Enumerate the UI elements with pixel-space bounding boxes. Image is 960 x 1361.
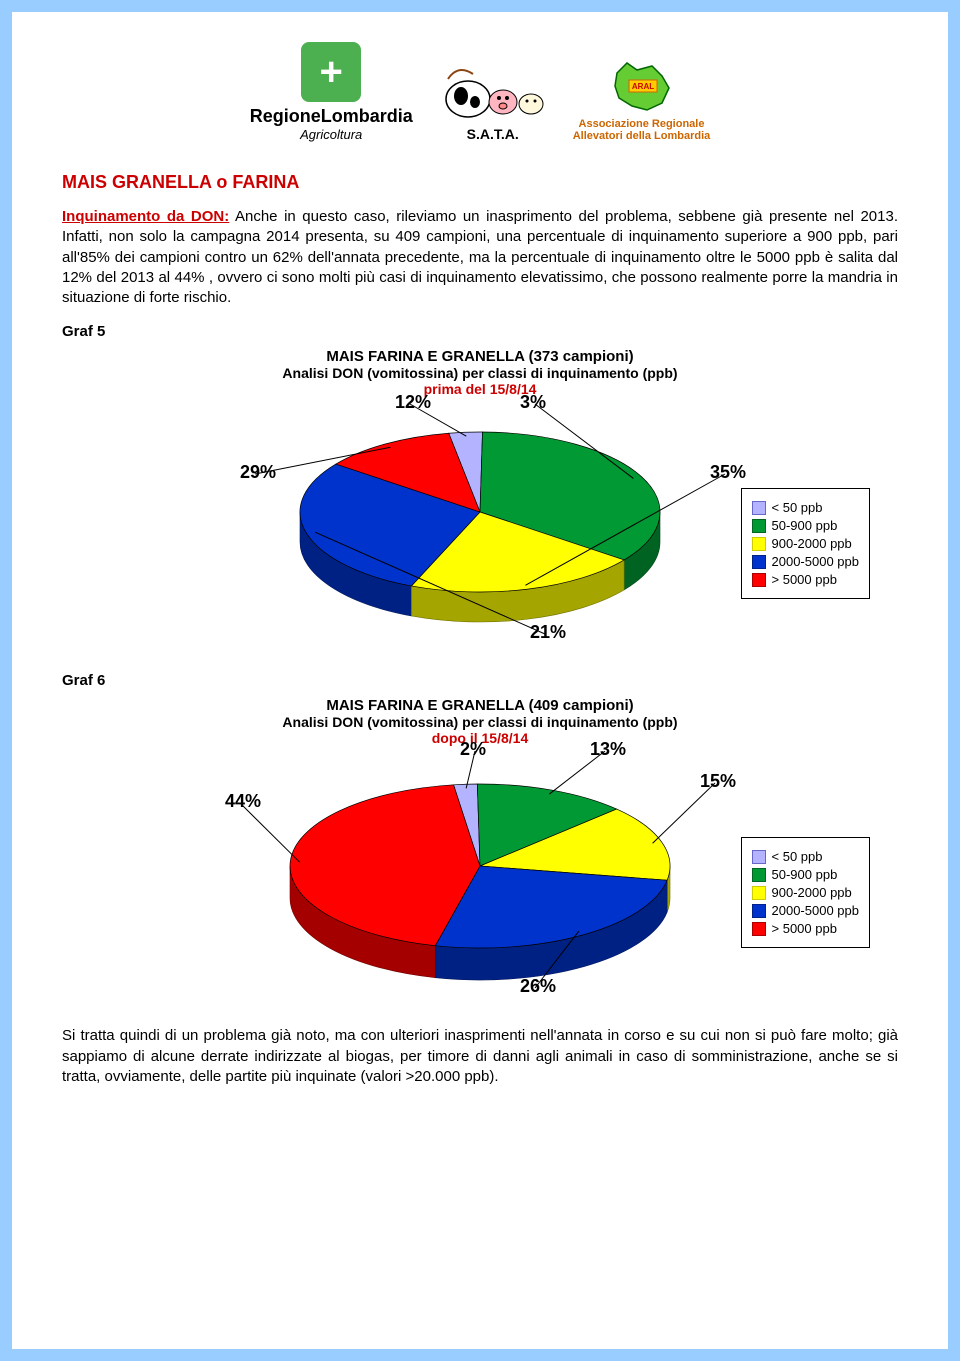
pie-slice-label: 26% — [520, 976, 556, 997]
intro-lead: Inquinamento da DON: — [62, 208, 229, 225]
section-title: MAIS GRANELLA o FARINA — [62, 172, 898, 193]
legend-swatch — [752, 922, 766, 936]
legend-label: 900-2000 ppb — [772, 536, 852, 551]
pie-slice-label: 44% — [225, 791, 261, 812]
legend-swatch — [752, 501, 766, 515]
legend-item: 50-900 ppb — [752, 867, 859, 882]
pie-slice-label: 15% — [700, 771, 736, 792]
legend-swatch — [752, 519, 766, 533]
legend-label: 50-900 ppb — [772, 867, 838, 882]
legend-item: > 5000 ppb — [752, 572, 859, 587]
legend-label: 50-900 ppb — [772, 518, 838, 533]
pie-slice-label: 13% — [590, 739, 626, 760]
graf6-label: Graf 6 — [62, 672, 898, 689]
page-container: + RegioneLombardia Agricoltura S.A.T.A. — [12, 12, 948, 1349]
chart5-container: MAIS FARINA E GRANELLA (373 campioni) An… — [100, 348, 860, 652]
chart6-pie-area: 2%13%15%26%44% — [220, 751, 740, 1006]
regione-sub: Agricoltura — [300, 127, 362, 142]
legend-label: > 5000 ppb — [772, 921, 837, 936]
pie-slice-label: 12% — [395, 392, 431, 413]
pie-slice-label: 29% — [240, 462, 276, 483]
legend-swatch — [752, 904, 766, 918]
logo-sata: S.A.T.A. — [433, 54, 553, 142]
legend-item: 900-2000 ppb — [752, 885, 859, 900]
legend-swatch — [752, 868, 766, 882]
chart6-title: MAIS FARINA E GRANELLA (409 campioni) — [100, 697, 860, 714]
pie-slice-label: 21% — [530, 622, 566, 643]
chart5-legend: < 50 ppb 50-900 ppb 900-2000 ppb 2000-5000 … — [741, 488, 870, 599]
legend-label: > 5000 ppb — [772, 572, 837, 587]
legend-item: 2000-5000 ppb — [752, 903, 859, 918]
chart6-subtitle: Analisi DON (vomitossina) per classi di … — [100, 714, 860, 730]
header-logos: + RegioneLombardia Agricoltura S.A.T.A. — [62, 42, 898, 142]
plus-icon: + — [301, 42, 361, 102]
logo-aral: ARAL Associazione Regionale Allevatori d… — [573, 58, 711, 142]
legend-swatch — [752, 886, 766, 900]
legend-item: 2000-5000 ppb — [752, 554, 859, 569]
legend-label: < 50 ppb — [772, 849, 823, 864]
chart5-title: MAIS FARINA E GRANELLA (373 campioni) — [100, 348, 860, 365]
chart6-pie — [220, 751, 740, 1001]
legend-swatch — [752, 573, 766, 587]
chart5-pie-area: 12%3%35%21%29% — [220, 402, 740, 652]
legend-swatch — [752, 850, 766, 864]
legend-label: 900-2000 ppb — [772, 885, 852, 900]
aral-line2: Allevatori della Lombardia — [573, 130, 711, 142]
pie-slice-label: 3% — [520, 392, 546, 413]
legend-item: > 5000 ppb — [752, 921, 859, 936]
svg-text:ARAL: ARAL — [631, 82, 653, 91]
intro-paragraph: Inquinamento da DON: Anche in questo cas… — [62, 207, 898, 308]
legend-item: 900-2000 ppb — [752, 536, 859, 551]
legend-swatch — [752, 537, 766, 551]
chart6-legend: < 50 ppb 50-900 ppb 900-2000 ppb 2000-5000 … — [741, 837, 870, 948]
chart5-pie — [220, 402, 740, 647]
pie-slice-label: 35% — [710, 462, 746, 483]
legend-item: < 50 ppb — [752, 500, 859, 515]
legend-label: 2000-5000 ppb — [772, 554, 859, 569]
aral-line1: Associazione Regionale — [579, 118, 705, 130]
aral-icon: ARAL — [607, 58, 677, 118]
pie-slice-label: 2% — [460, 739, 486, 760]
sata-label: S.A.T.A. — [467, 126, 519, 142]
legend-label: 2000-5000 ppb — [772, 903, 859, 918]
conclusion-paragraph: Si tratta quindi di un problema già noto… — [62, 1026, 898, 1087]
legend-swatch — [752, 555, 766, 569]
legend-item: 50-900 ppb — [752, 518, 859, 533]
chart5-subtitle: Analisi DON (vomitossina) per classi di … — [100, 365, 860, 381]
legend-item: < 50 ppb — [752, 849, 859, 864]
animals-icon — [433, 54, 553, 124]
logo-regione: + RegioneLombardia Agricoltura — [250, 42, 413, 142]
legend-label: < 50 ppb — [772, 500, 823, 515]
graf5-label: Graf 5 — [62, 323, 898, 340]
chart6-container: MAIS FARINA E GRANELLA (409 campioni) An… — [100, 697, 860, 1006]
regione-name: RegioneLombardia — [250, 106, 413, 127]
chart5-date: prima del 15/8/14 — [100, 381, 860, 397]
